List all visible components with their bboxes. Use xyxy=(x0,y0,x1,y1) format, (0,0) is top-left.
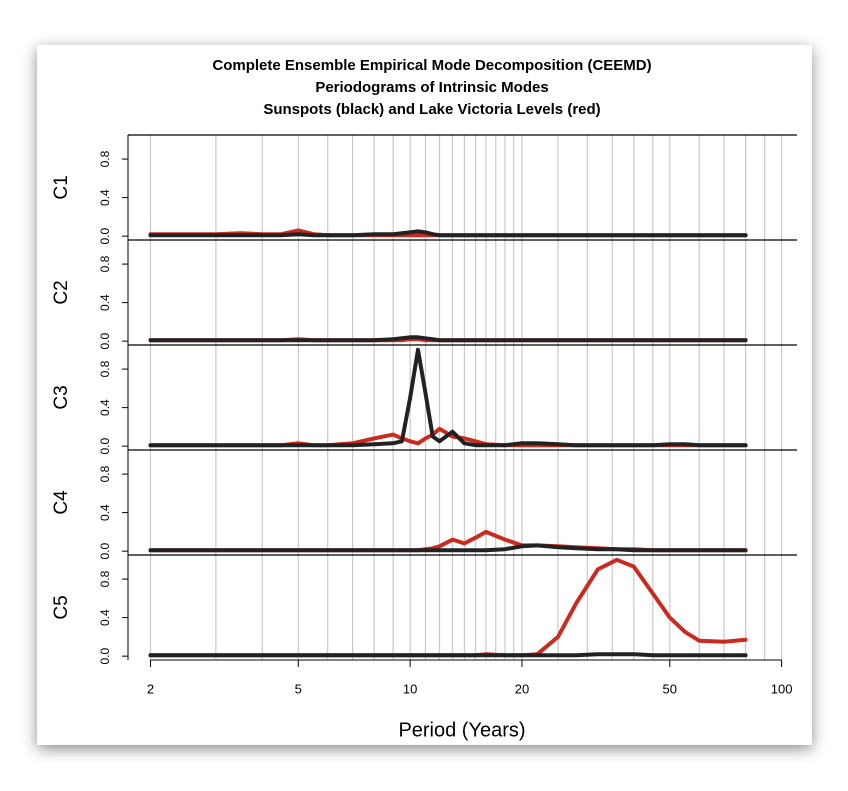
y-tick-label: 0.8 xyxy=(98,570,112,587)
x-tick-label: 10 xyxy=(403,681,417,696)
y-tick-label: 0.0 xyxy=(98,542,112,559)
series-line xyxy=(148,652,748,658)
y-tick-label: 0.0 xyxy=(98,332,112,349)
y-axis-label: C3 xyxy=(51,385,72,409)
chart-title: Periodograms of Intrinsic Modes xyxy=(315,79,548,96)
x-tick-label: 2 xyxy=(147,681,154,696)
series-line xyxy=(148,557,748,658)
x-tick-label: 5 xyxy=(295,681,302,696)
y-tick-label: 0.8 xyxy=(98,465,112,482)
series-line xyxy=(148,543,748,553)
y-axis-label: C4 xyxy=(51,490,72,515)
y-tick-label: 0.0 xyxy=(98,437,112,454)
x-tick-label: 50 xyxy=(663,681,677,696)
chart-title: Sunspots (black) and Lake Victoria Level… xyxy=(263,101,600,118)
y-axis-label: C1 xyxy=(51,175,72,199)
y-tick-label: 0.0 xyxy=(98,647,112,664)
series-line xyxy=(148,347,748,448)
y-axis-label: C2 xyxy=(51,280,72,304)
y-tick-label: 0.4 xyxy=(98,609,112,626)
x-axis-label: Period (Years) xyxy=(398,719,525,741)
x-tick-label: 100 xyxy=(771,681,793,696)
y-tick-label: 0.4 xyxy=(98,504,112,521)
chart-title: Complete Ensemble Empirical Mode Decompo… xyxy=(212,57,651,74)
y-tick-label: 0.8 xyxy=(98,150,112,167)
series-line xyxy=(148,335,748,343)
y-tick-label: 0.4 xyxy=(98,189,112,206)
y-tick-label: 0.8 xyxy=(98,255,112,272)
y-tick-label: 0.8 xyxy=(98,360,112,377)
y-tick-label: 0.0 xyxy=(98,227,112,244)
series-line xyxy=(148,529,748,553)
y-axis-label: C5 xyxy=(51,595,72,619)
y-tick-label: 0.4 xyxy=(98,294,112,311)
x-tick-label: 20 xyxy=(515,681,529,696)
y-tick-label: 0.4 xyxy=(98,399,112,416)
series-line xyxy=(148,229,748,238)
